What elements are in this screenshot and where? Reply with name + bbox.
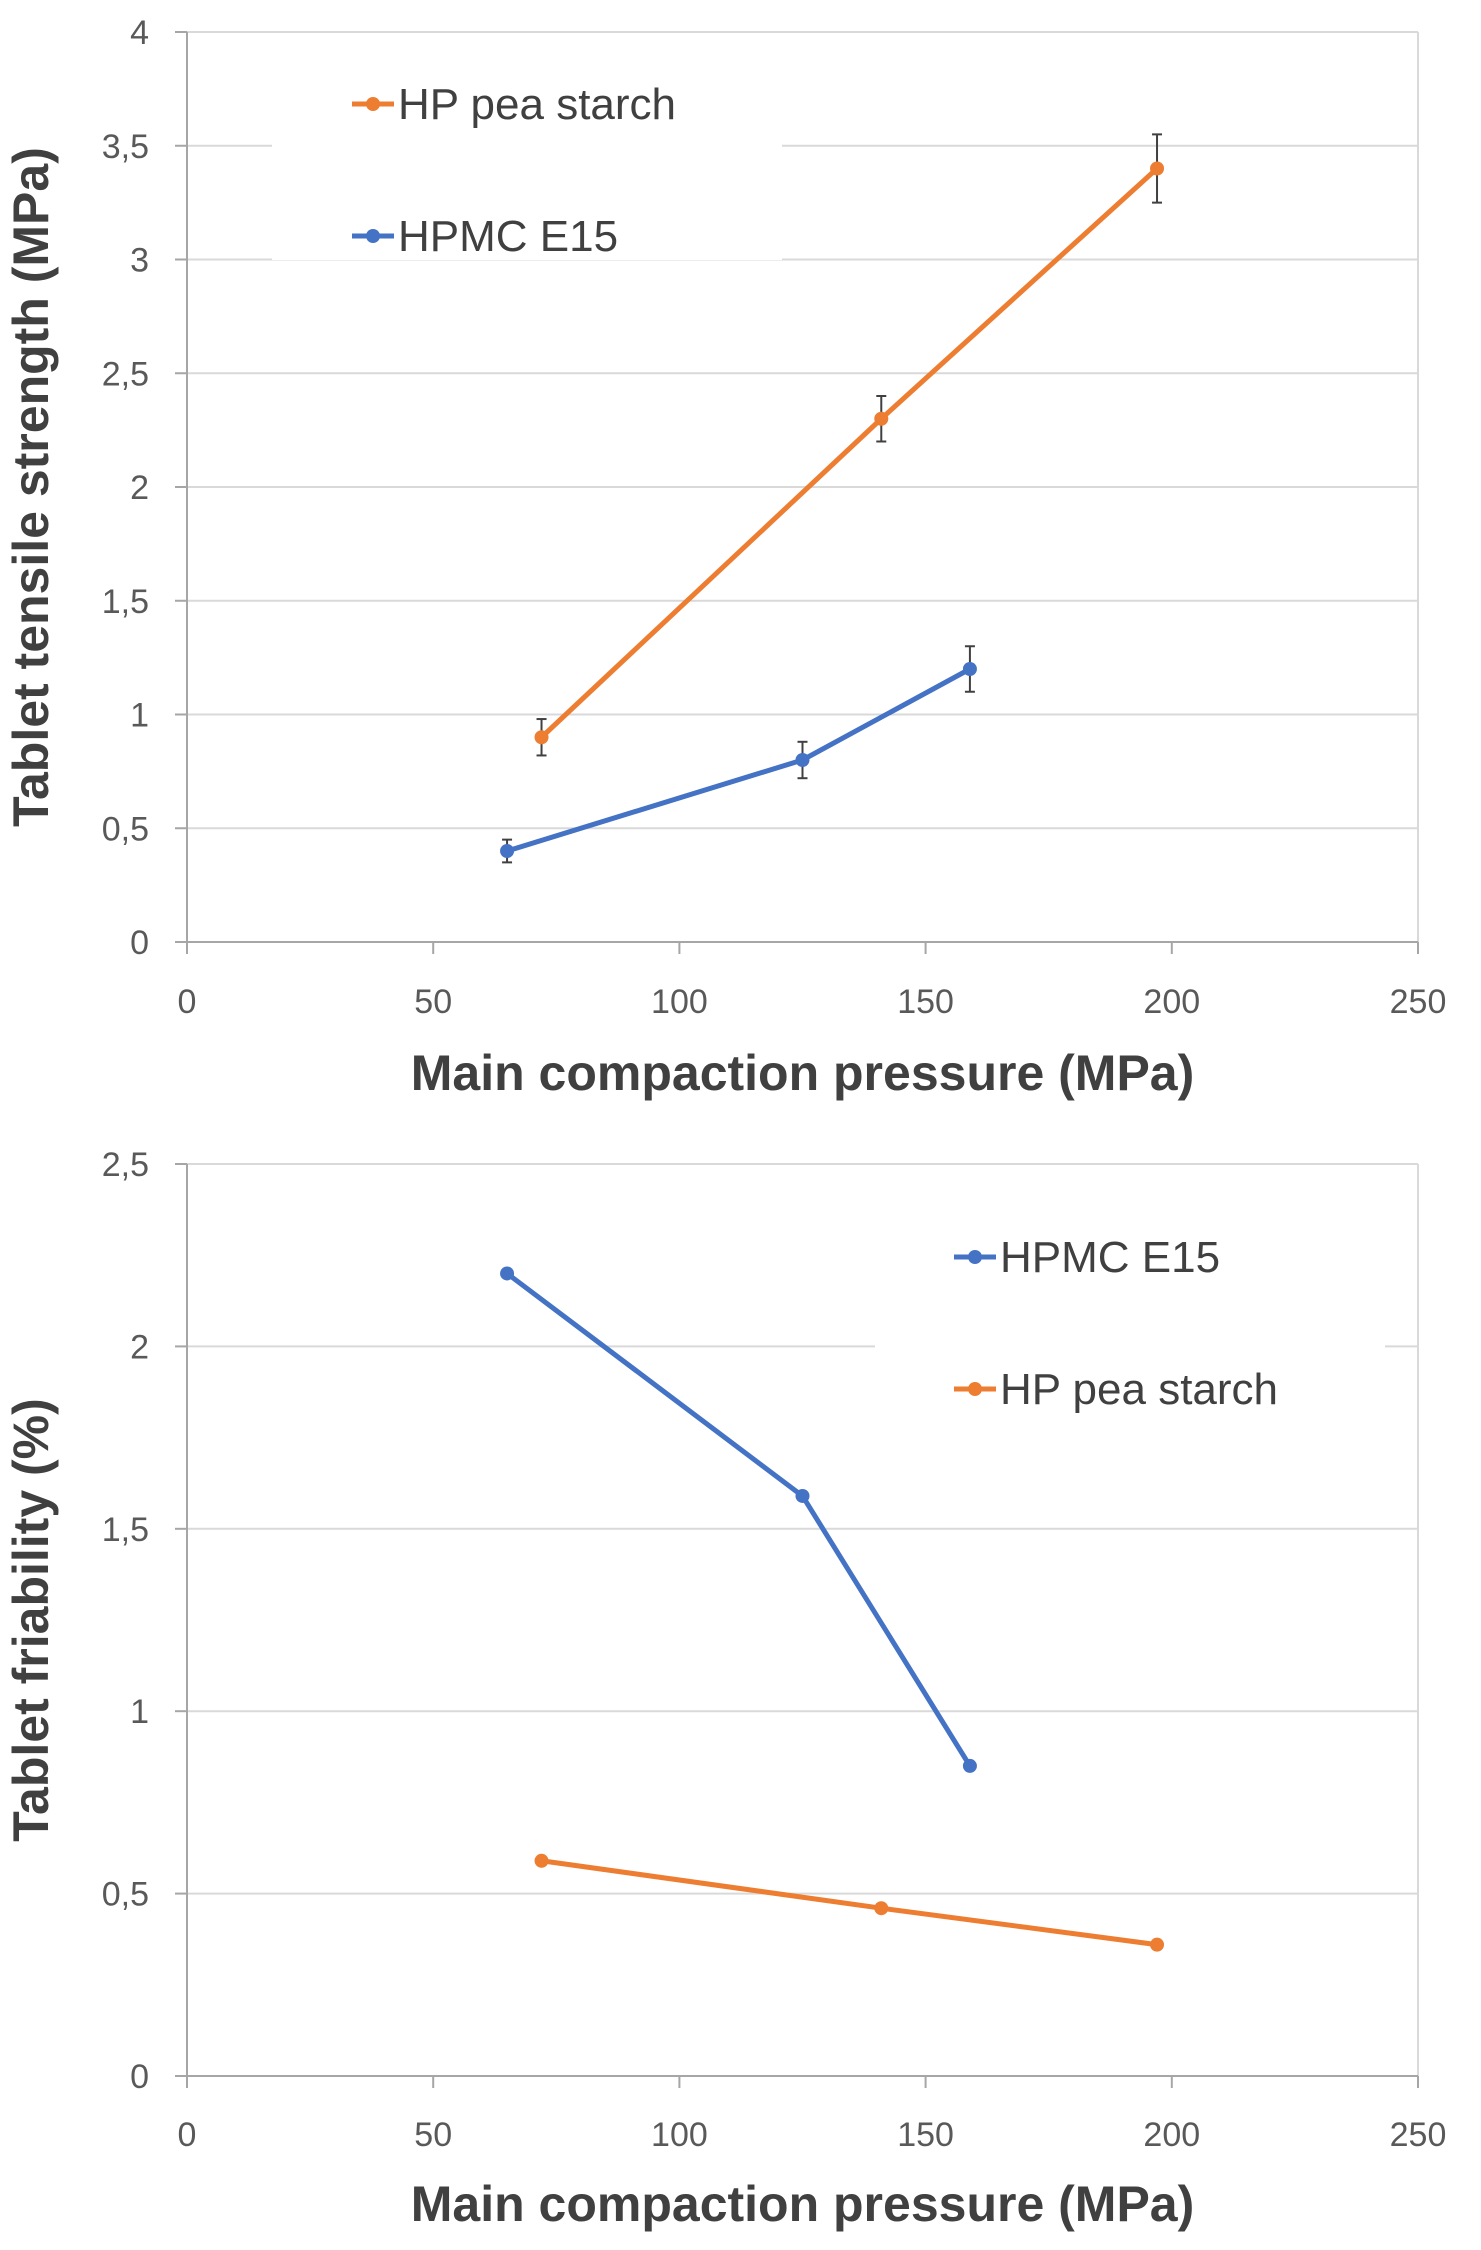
legend-background <box>272 60 782 260</box>
data-point <box>534 730 549 745</box>
x-tick-label: 50 <box>414 983 452 1021</box>
series-line <box>506 666 972 854</box>
x-tick-label: 150 <box>897 983 954 1021</box>
data-point <box>500 1266 515 1281</box>
data-point <box>795 753 810 767</box>
y-tick-label: 1,5 <box>102 1511 149 1549</box>
x-tick-label: 100 <box>651 2116 708 2154</box>
y-tick-label: 3 <box>130 242 149 280</box>
legend-marker <box>968 1250 982 1264</box>
series-hp-pea-starch <box>534 133 1165 757</box>
data-point <box>962 1758 977 1773</box>
y-tick-label: 1,5 <box>102 583 149 621</box>
x-tick-label: 0 <box>178 983 197 1021</box>
data-point <box>795 1488 810 1503</box>
legend-marker <box>366 97 380 111</box>
x-tick-label: 250 <box>1390 983 1447 1021</box>
data-point <box>1150 161 1165 176</box>
y-tick-label: 2 <box>130 469 149 507</box>
y-tick-label: 2,5 <box>102 1146 149 1184</box>
x-tick-label: 200 <box>1143 2116 1200 2154</box>
series-hp-pea-starch <box>534 1853 1165 1952</box>
y-tick-label: 0,5 <box>102 1876 149 1914</box>
x-tick-label: 50 <box>414 2116 452 2154</box>
y-tick-label: 1 <box>130 697 149 735</box>
y-axis-title: Tablet tensile strength (MPa) <box>3 147 59 827</box>
data-point <box>1150 1937 1165 1952</box>
legend-marker <box>968 1382 982 1396</box>
y-tick-label: 0 <box>130 924 149 962</box>
data-point <box>534 1853 549 1868</box>
y-tick-label: 2,5 <box>102 355 149 393</box>
legend-marker <box>366 229 380 243</box>
legend-label: HP pea starch <box>398 80 676 129</box>
data-point <box>962 662 977 676</box>
legend-label: HPMC E15 <box>1000 1233 1220 1282</box>
y-axis-title: Tablet friability (%) <box>3 1398 59 1842</box>
legend-background <box>875 1210 1385 1410</box>
y-tick-label: 0,5 <box>102 810 149 848</box>
data-point <box>874 1901 889 1916</box>
y-tick-label: 0 <box>130 2058 149 2096</box>
series-hpmc-e15 <box>500 1266 977 1773</box>
friability-chart: 0 0,5 1 1,5 2 2,5 0 50 100 150 200 250 Main compacti… <box>3 1146 1446 2232</box>
y-tick-label: 4 <box>130 14 149 52</box>
legend-label: HPMC E15 <box>398 212 618 261</box>
series-line <box>541 1858 1158 1948</box>
x-tick-label: 200 <box>1143 983 1200 1021</box>
series-hpmc-e15 <box>500 645 977 864</box>
y-tick-label: 3,5 <box>102 128 149 166</box>
data-point <box>500 844 515 858</box>
y-tick-label: 1 <box>130 1693 149 1731</box>
x-axis-title: Main compaction pressure (MPa) <box>411 2176 1195 2232</box>
tensile-strength-chart: 0 0,5 1 1,5 2 2,5 3 3,5 4 0 50 100 150 200 250 Main com… <box>3 14 1446 1101</box>
y-tick-label: 2 <box>130 1328 149 1366</box>
x-tick-label: 0 <box>178 2116 197 2154</box>
x-tick-label: 150 <box>897 2116 954 2154</box>
x-tick-label: 100 <box>651 983 708 1021</box>
legend-label: HP pea starch <box>1000 1365 1278 1414</box>
x-tick-label: 250 <box>1390 2116 1447 2154</box>
x-axis-title: Main compaction pressure (MPa) <box>411 1045 1195 1101</box>
data-point <box>874 411 889 426</box>
